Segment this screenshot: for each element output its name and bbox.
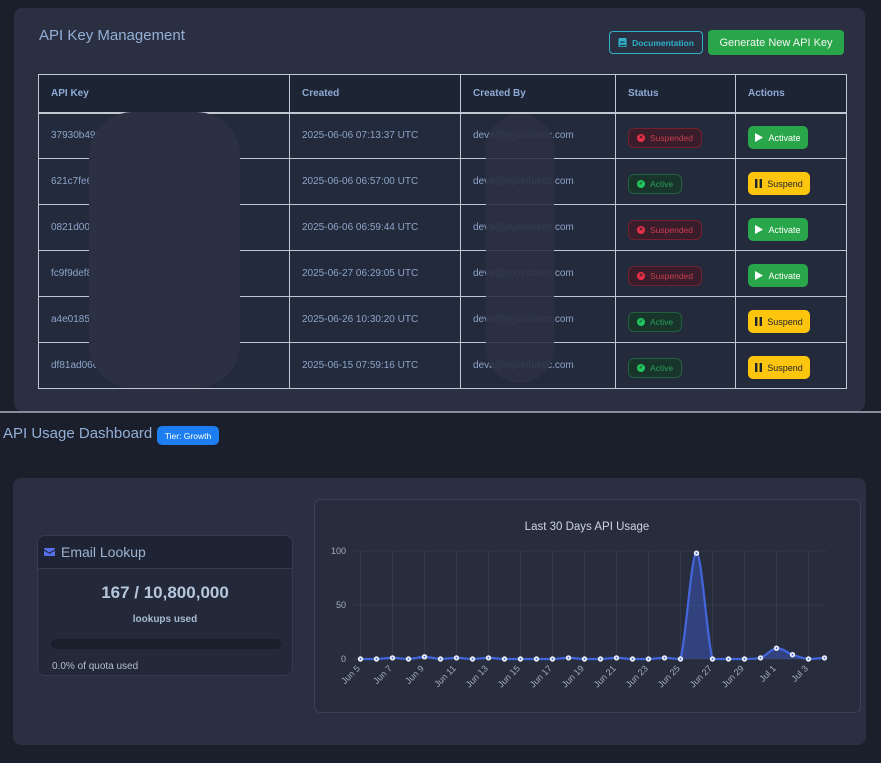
svg-text:Jun 21: Jun 21 bbox=[592, 663, 618, 689]
svg-text:Jul 1: Jul 1 bbox=[757, 663, 778, 684]
svg-text:Jun 23: Jun 23 bbox=[624, 663, 650, 689]
svg-text:Jun 29: Jun 29 bbox=[720, 663, 746, 689]
svg-text:100: 100 bbox=[331, 546, 346, 556]
svg-text:Jun 11: Jun 11 bbox=[432, 663, 458, 689]
svg-text:Jun 5: Jun 5 bbox=[339, 663, 362, 686]
svg-text:Jun 25: Jun 25 bbox=[656, 663, 682, 689]
svg-text:Jun 13: Jun 13 bbox=[464, 663, 490, 689]
svg-text:Jun 17: Jun 17 bbox=[528, 663, 554, 689]
svg-text:Jun 27: Jun 27 bbox=[688, 663, 714, 689]
svg-text:0: 0 bbox=[341, 654, 346, 664]
svg-text:Jun 19: Jun 19 bbox=[560, 663, 586, 689]
svg-text:Jun 7: Jun 7 bbox=[371, 663, 394, 686]
svg-text:Jun 9: Jun 9 bbox=[403, 663, 426, 686]
svg-text:Jun 15: Jun 15 bbox=[496, 663, 522, 689]
svg-text:Last 30 Days API Usage: Last 30 Days API Usage bbox=[525, 521, 650, 533]
svg-text:Jul 3: Jul 3 bbox=[789, 663, 810, 684]
svg-text:50: 50 bbox=[336, 600, 346, 610]
